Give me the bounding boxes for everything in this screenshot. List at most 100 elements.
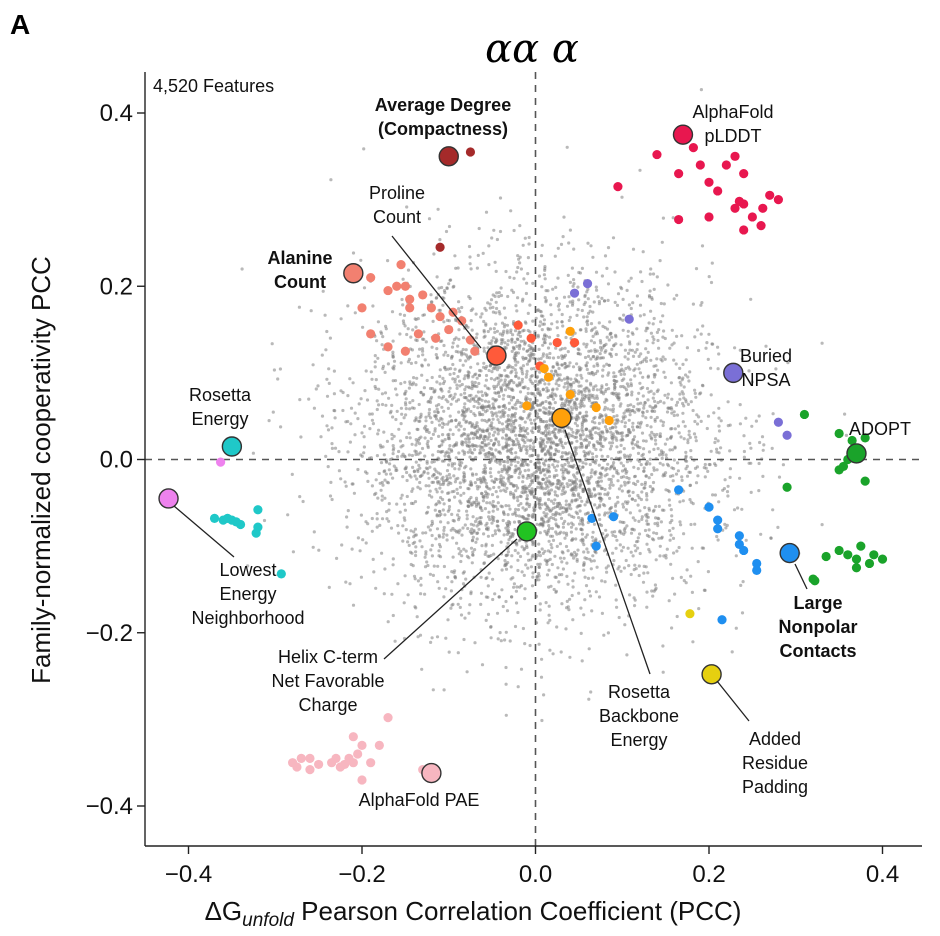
background-point: [412, 469, 416, 473]
background-point: [424, 340, 428, 344]
background-point: [326, 428, 331, 432]
background-point: [436, 564, 440, 568]
background-point: [597, 513, 601, 517]
background-point: [499, 410, 504, 414]
background-point: [382, 592, 386, 596]
background-point: [513, 548, 517, 553]
background-point: [477, 427, 481, 431]
background-point: [497, 410, 501, 414]
background-point: [240, 267, 244, 271]
background-point: [428, 465, 432, 469]
background-point: [626, 351, 631, 355]
background-point: [490, 515, 494, 519]
background-point: [519, 502, 523, 506]
background-point: [529, 482, 533, 486]
background-point: [497, 291, 501, 295]
background-point: [379, 331, 384, 336]
background-point: [662, 554, 666, 558]
background-point: [728, 449, 732, 453]
background-point: [479, 506, 483, 510]
background-point: [672, 413, 676, 418]
background-point: [435, 355, 439, 359]
large-nonpolar-contacts-leader-line: [794, 563, 808, 590]
background-point: [330, 497, 334, 502]
background-point: [633, 544, 637, 548]
background-point: [555, 532, 559, 536]
background-point: [631, 554, 635, 558]
background-point: [465, 513, 469, 517]
background-point: [636, 451, 641, 455]
background-point: [471, 375, 475, 379]
background-point: [547, 492, 551, 496]
background-point: [571, 284, 575, 288]
background-point: [686, 441, 690, 445]
chart-title: αα α: [485, 26, 579, 72]
background-point: [606, 564, 610, 568]
background-point: [383, 370, 387, 374]
y-tick-label: −0.2: [86, 620, 133, 647]
background-point: [447, 224, 452, 229]
background-point: [652, 466, 656, 470]
background-point: [480, 544, 484, 548]
background-point: [497, 529, 502, 533]
background-point: [489, 377, 493, 381]
background-point: [509, 378, 513, 383]
background-point: [455, 541, 459, 545]
background-point: [480, 312, 484, 316]
background-point: [390, 592, 394, 596]
background-point: [597, 496, 602, 500]
background-point: [665, 437, 669, 441]
background-point: [491, 336, 495, 340]
background-point: [516, 568, 520, 573]
background-point: [408, 436, 412, 440]
background-point: [611, 474, 615, 478]
background-point: [532, 445, 536, 449]
background-point: [636, 440, 640, 444]
background-point: [561, 489, 565, 493]
background-point: [526, 256, 531, 260]
background-point: [500, 568, 504, 572]
background-point: [588, 476, 592, 480]
background-point: [351, 251, 356, 255]
background-point: [688, 498, 692, 502]
background-point: [404, 413, 408, 417]
background-point: [563, 468, 567, 472]
background-point: [582, 561, 586, 565]
background-point: [366, 479, 370, 483]
background-point: [359, 513, 363, 517]
average-degree-compactness-point: [465, 147, 476, 157]
background-point: [654, 516, 658, 520]
y-tick-label: 0.0: [100, 447, 133, 474]
large-nonpolar-contacts-point: [608, 512, 619, 522]
background-point: [520, 434, 524, 438]
background-point: [481, 393, 485, 398]
background-point: [636, 546, 640, 550]
background-point: [510, 554, 514, 558]
background-point: [570, 427, 574, 431]
background-point: [599, 434, 603, 438]
background-point: [544, 434, 548, 438]
background-point: [491, 533, 495, 538]
background-point: [393, 639, 397, 643]
background-point: [497, 380, 501, 384]
background-point: [715, 534, 719, 539]
background-point: [538, 496, 542, 501]
background-point: [617, 392, 621, 396]
background-point: [430, 495, 434, 499]
background-point: [529, 367, 534, 371]
background-point: [559, 403, 564, 408]
background-point: [518, 261, 522, 265]
adopt-point: [860, 433, 870, 443]
background-point: [638, 551, 642, 556]
background-point: [454, 530, 459, 534]
background-point: [463, 391, 467, 395]
background-point: [652, 316, 656, 321]
background-point: [668, 346, 672, 350]
background-point: [559, 397, 563, 401]
background-point: [592, 416, 596, 421]
background-point: [453, 480, 457, 484]
background-point: [574, 488, 578, 492]
background-point: [550, 322, 554, 326]
background-point: [462, 418, 466, 422]
